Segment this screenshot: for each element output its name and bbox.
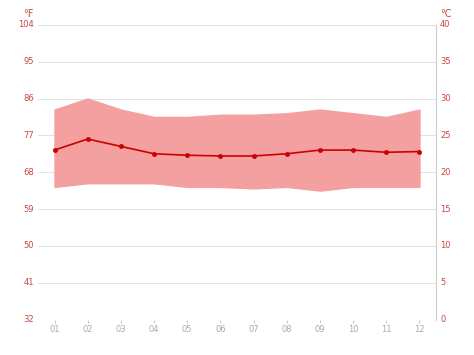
Text: 15: 15	[440, 204, 451, 213]
Text: 104: 104	[18, 20, 34, 29]
Text: 30: 30	[440, 94, 451, 103]
Text: 32: 32	[23, 315, 34, 324]
Text: 40: 40	[440, 20, 451, 29]
Text: 0: 0	[440, 315, 445, 324]
Text: 59: 59	[23, 204, 34, 213]
Text: 68: 68	[23, 168, 34, 177]
Text: 35: 35	[440, 57, 451, 66]
Text: 50: 50	[23, 241, 34, 250]
Text: 95: 95	[23, 57, 34, 66]
Text: 10: 10	[440, 241, 451, 250]
Text: 77: 77	[23, 131, 34, 140]
Text: 86: 86	[23, 94, 34, 103]
Text: 41: 41	[23, 278, 34, 287]
Text: 20: 20	[440, 168, 451, 177]
Text: °C: °C	[440, 9, 452, 19]
Text: °F: °F	[24, 9, 34, 19]
Text: 5: 5	[440, 278, 445, 287]
Text: 25: 25	[440, 131, 451, 140]
